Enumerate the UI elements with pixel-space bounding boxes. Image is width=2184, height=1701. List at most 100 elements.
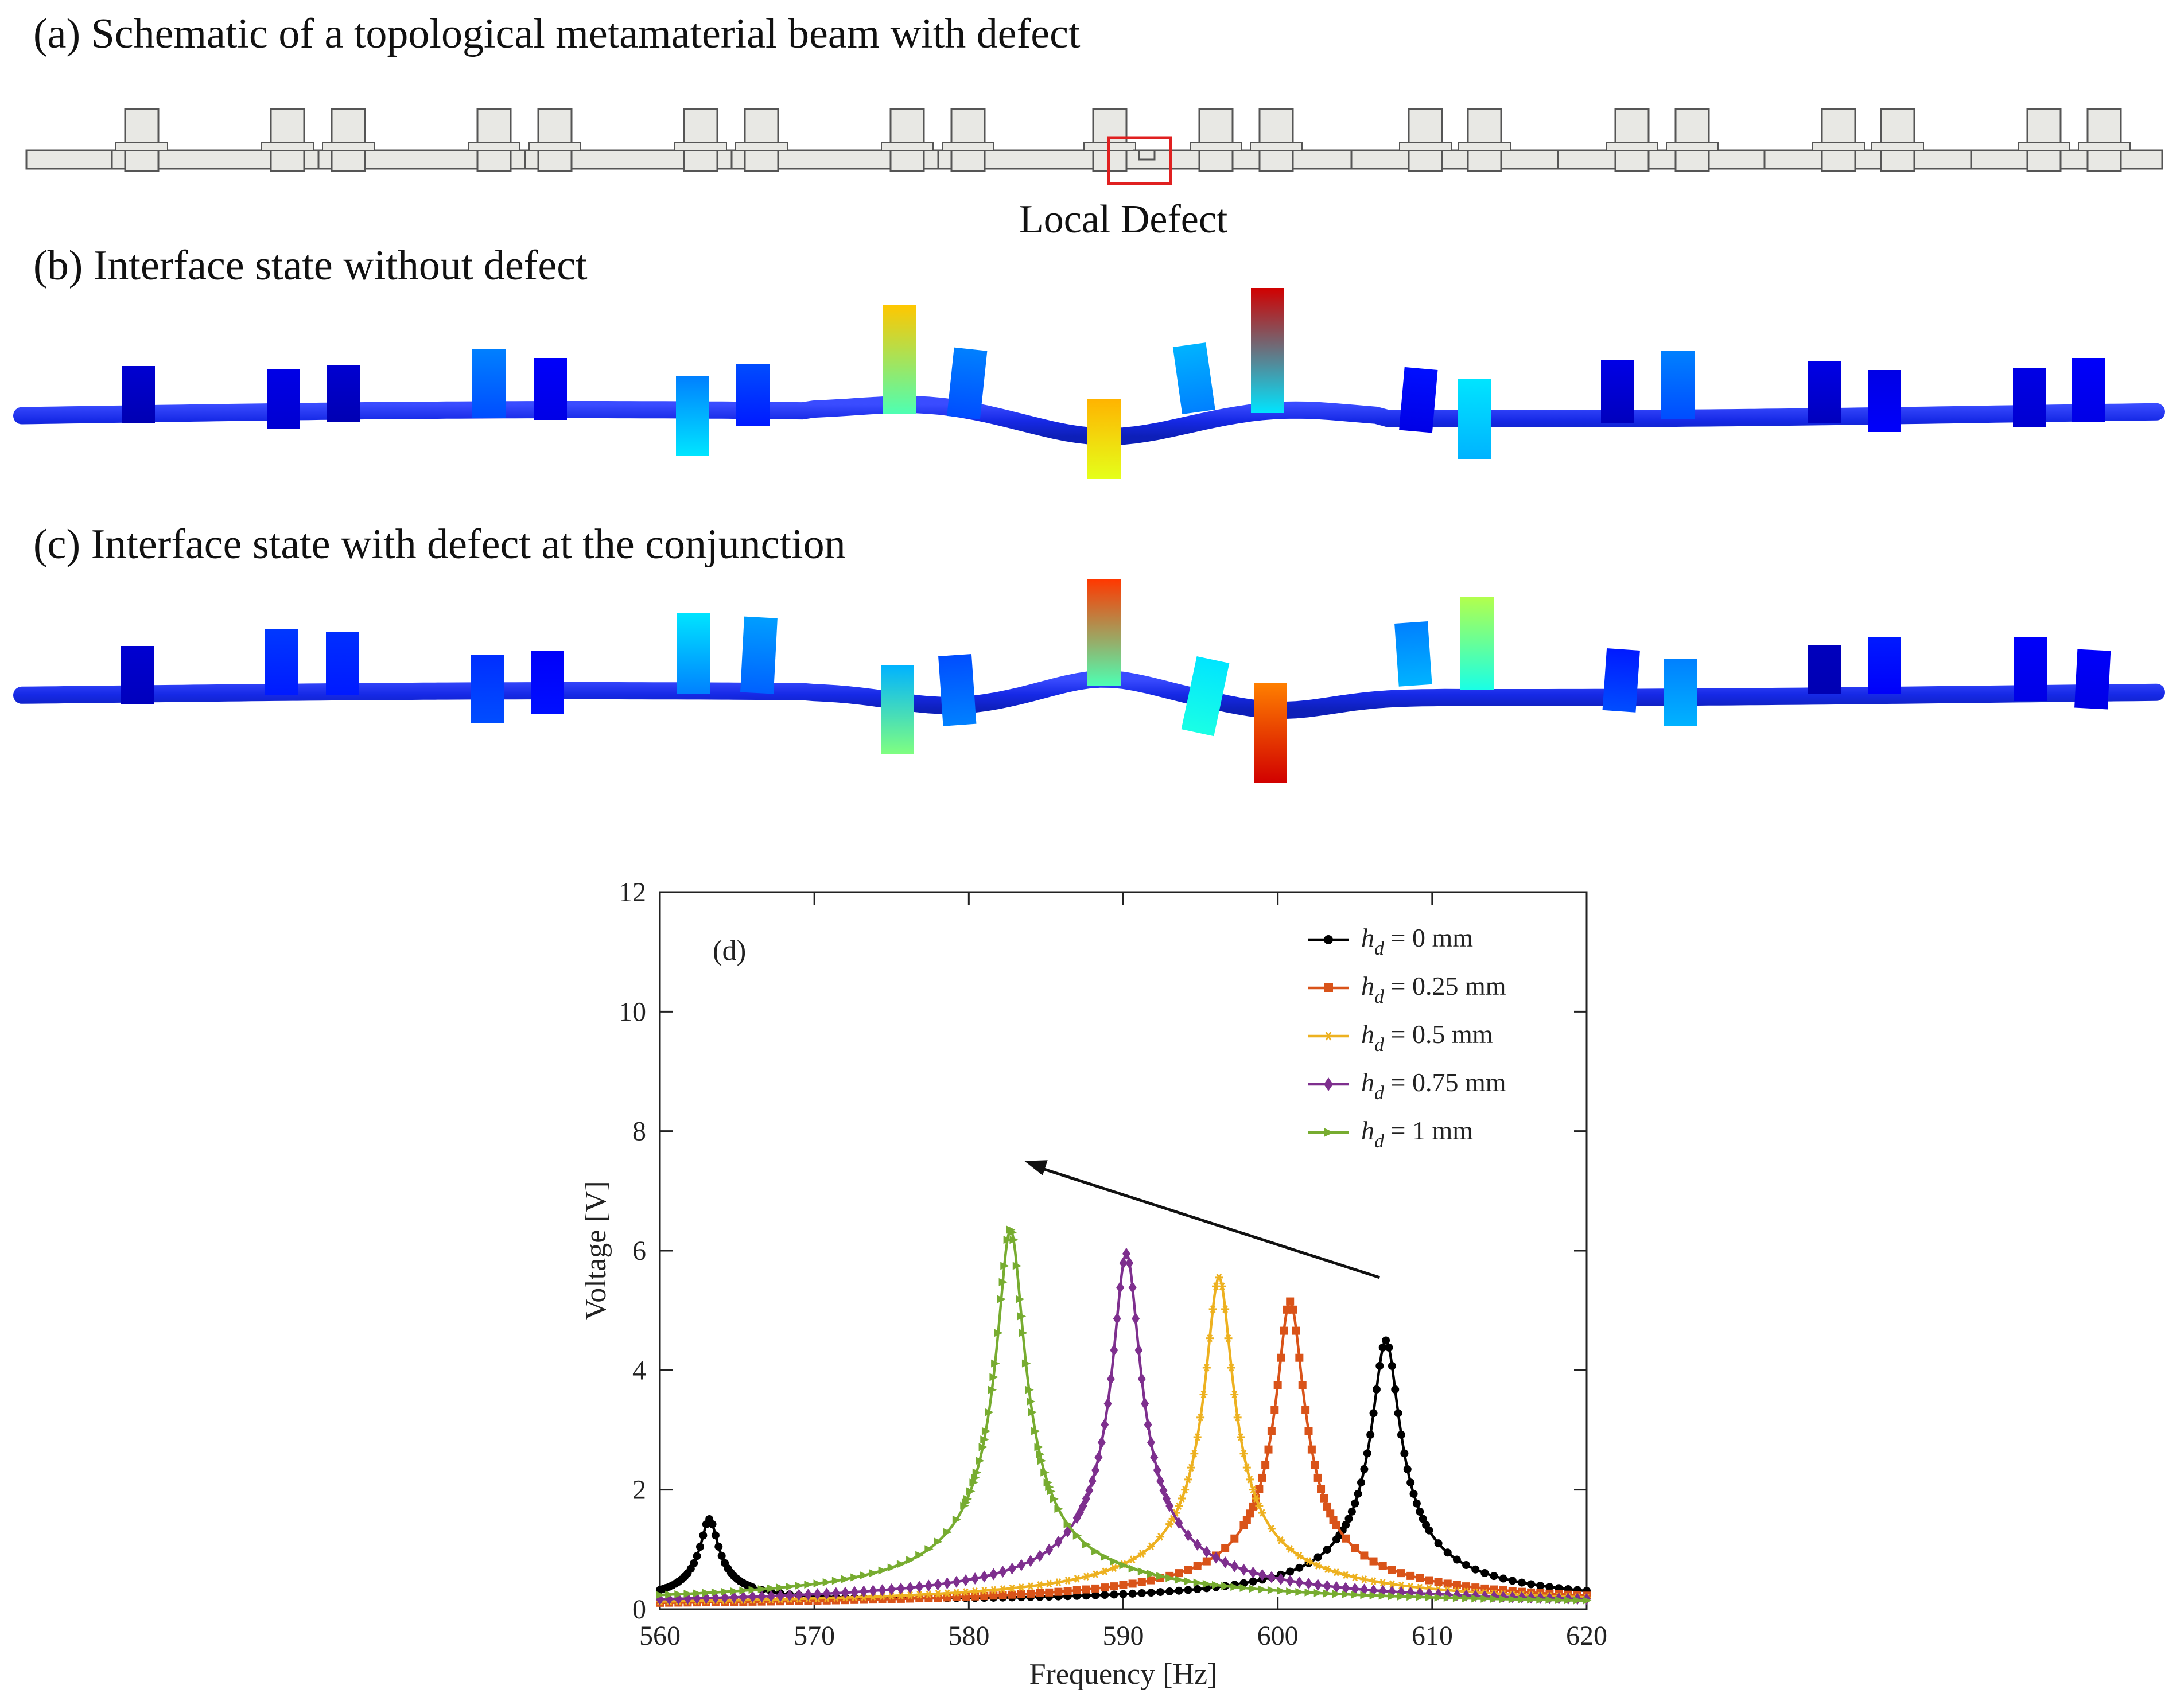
data-point: [1153, 1464, 1161, 1477]
resonator-deformed: [1808, 645, 1841, 694]
resonator-deformed: [947, 347, 988, 420]
data-point: [1221, 1544, 1230, 1552]
data-point: [1416, 1574, 1424, 1582]
resonator-deformed: [2013, 368, 2046, 427]
data-point: [1573, 1596, 1583, 1605]
resonator-base: [115, 142, 168, 151]
data-point: [1184, 1577, 1193, 1586]
data-point: [786, 1589, 794, 1602]
data-point: [1242, 1516, 1251, 1524]
data-point: [1499, 1595, 1509, 1603]
data-point: [1000, 1262, 1009, 1270]
x-tick-label: 560: [639, 1621, 681, 1651]
data-point: [869, 1569, 878, 1578]
data-point: [656, 1591, 665, 1599]
resonator-base: [674, 142, 727, 151]
data-point: [1017, 1559, 1025, 1571]
data-point: [1375, 1361, 1384, 1370]
data-point: [1289, 1305, 1297, 1314]
resonator-deformed: [1808, 361, 1841, 423]
data-point: [1471, 1565, 1480, 1574]
data-point: [1311, 1461, 1319, 1469]
data-point: [1320, 1494, 1328, 1503]
data-point: [1045, 1579, 1054, 1588]
data-point: [1187, 1463, 1195, 1472]
data-point: [1378, 1562, 1387, 1570]
data-point: [980, 1570, 989, 1583]
data-point: [1508, 1595, 1518, 1603]
data-point: [1175, 1575, 1184, 1584]
data-point: [1119, 1561, 1128, 1570]
data-point: [1425, 1526, 1433, 1535]
data-point: [1031, 1427, 1040, 1435]
data-point: [1045, 1588, 1054, 1597]
data-point: [998, 1585, 1007, 1593]
data-point: [1082, 1540, 1091, 1548]
data-point: [776, 1589, 784, 1602]
data-point: [1304, 1588, 1313, 1597]
data-point: [1063, 1587, 1072, 1595]
data-point: [1054, 1578, 1063, 1586]
data-point: [1239, 1583, 1249, 1592]
data-point: [1286, 1297, 1295, 1306]
data-point: [906, 1591, 915, 1599]
data-point: [1307, 1445, 1316, 1454]
data-point: [1434, 1593, 1443, 1602]
data-point: [1221, 1305, 1230, 1313]
resonator-deformed: [1664, 659, 1697, 726]
data-point: [1181, 1485, 1190, 1494]
data-point: [989, 1586, 998, 1594]
data-point: [1036, 1550, 1044, 1562]
data-point: [1286, 1574, 1295, 1587]
data-point: [1016, 1295, 1025, 1303]
data-point: [1175, 1517, 1183, 1529]
data-point: [1230, 1583, 1239, 1591]
data-point: [1208, 1305, 1217, 1313]
data-point: [1452, 1581, 1461, 1589]
data-point: [1366, 1430, 1375, 1439]
data-point: [1088, 1475, 1097, 1488]
data-point: [1156, 1572, 1165, 1581]
mode-shape-without-defect: [13, 288, 2165, 479]
data-point: [1028, 1408, 1037, 1416]
y-tick-label: 12: [619, 877, 646, 908]
data-point: [1347, 1507, 1356, 1516]
data-point: [1184, 1566, 1192, 1574]
data-point: [1101, 1418, 1109, 1431]
data-point: [1128, 1281, 1137, 1294]
data-point: [1323, 1589, 1332, 1598]
data-point: [1462, 1561, 1471, 1570]
data-point: [1351, 1590, 1360, 1599]
data-point: [1378, 1343, 1387, 1352]
data-point: [1008, 1590, 1016, 1599]
data-point: [1480, 1594, 1490, 1603]
data-point: [1159, 1484, 1168, 1497]
data-point: [1443, 1579, 1452, 1588]
data-point: [1036, 1581, 1044, 1589]
resonator-deformed: [1399, 367, 1438, 433]
x-tick-label: 610: [1412, 1621, 1453, 1651]
data-point: [1406, 1593, 1416, 1601]
panel-c-caption: (c) Interface state with defect at the c…: [33, 521, 846, 568]
data-point: [708, 1520, 717, 1528]
data-point: [915, 1551, 924, 1559]
data-point: [1324, 1128, 1334, 1137]
resonator-base: [1250, 142, 1303, 151]
data-point: [1324, 1032, 1333, 1041]
data-point: [1264, 1445, 1273, 1454]
data-point: [748, 1586, 757, 1594]
data-point: [1304, 1427, 1313, 1435]
data-point: [887, 1583, 896, 1595]
data-point: [980, 1591, 989, 1600]
data-point: [1242, 1463, 1251, 1472]
data-point: [1218, 1282, 1226, 1291]
data-point: [1342, 1521, 1350, 1529]
data-point: [1237, 1433, 1245, 1441]
data-point: [924, 1590, 933, 1598]
data-point: [804, 1581, 813, 1589]
data-point: [1462, 1594, 1471, 1602]
resonator-deformed: [736, 364, 770, 426]
data-point: [1119, 1590, 1128, 1598]
